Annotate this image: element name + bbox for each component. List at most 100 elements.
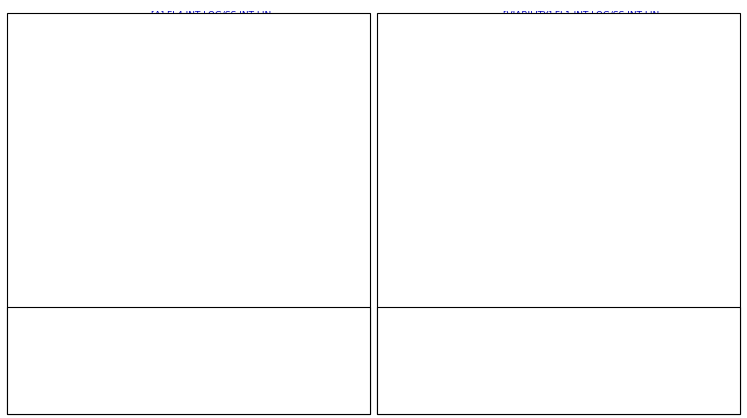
Point bbox=[169, 259, 181, 265]
Point bbox=[495, 263, 507, 270]
Point bbox=[134, 263, 146, 270]
Point bbox=[473, 256, 485, 263]
Point bbox=[494, 220, 506, 227]
Point bbox=[142, 219, 154, 225]
Point bbox=[173, 272, 185, 279]
Point bbox=[117, 265, 128, 272]
Point bbox=[84, 234, 96, 240]
Point bbox=[120, 247, 131, 253]
Point bbox=[503, 224, 515, 230]
Point bbox=[140, 260, 152, 267]
Point bbox=[466, 270, 478, 277]
Point bbox=[86, 194, 98, 200]
Point bbox=[471, 271, 483, 278]
Point bbox=[144, 266, 156, 273]
Point bbox=[480, 170, 492, 176]
Point bbox=[119, 257, 131, 263]
Point bbox=[142, 257, 154, 264]
Point bbox=[146, 263, 158, 270]
Point bbox=[506, 221, 518, 227]
Point bbox=[453, 252, 465, 259]
Point bbox=[481, 228, 493, 235]
Point bbox=[121, 266, 133, 273]
Point bbox=[502, 252, 514, 259]
Point bbox=[475, 259, 487, 265]
Point bbox=[113, 256, 125, 263]
Point bbox=[127, 194, 139, 201]
Point bbox=[115, 266, 127, 273]
Point bbox=[503, 263, 515, 270]
Point bbox=[172, 232, 184, 239]
Point bbox=[457, 271, 469, 278]
Point bbox=[476, 269, 488, 275]
Point bbox=[135, 260, 147, 266]
Point bbox=[485, 266, 497, 273]
Point bbox=[129, 221, 141, 227]
Point bbox=[515, 264, 527, 271]
Point bbox=[131, 110, 143, 117]
Point bbox=[456, 250, 468, 257]
Point bbox=[115, 238, 127, 245]
Point bbox=[140, 259, 152, 265]
Point bbox=[451, 56, 463, 63]
Point bbox=[74, 273, 86, 279]
Point bbox=[517, 269, 529, 275]
Point bbox=[487, 248, 499, 255]
Point bbox=[116, 252, 128, 259]
Point bbox=[128, 237, 140, 244]
Point bbox=[123, 247, 134, 254]
Point bbox=[119, 269, 131, 276]
Point bbox=[545, 256, 557, 263]
Point bbox=[507, 203, 519, 210]
Point bbox=[500, 244, 512, 250]
Point bbox=[468, 263, 480, 270]
Point bbox=[503, 257, 515, 264]
Point bbox=[156, 268, 168, 274]
Point bbox=[131, 263, 143, 270]
Point bbox=[607, 223, 619, 229]
Point bbox=[520, 270, 532, 277]
Point bbox=[112, 252, 124, 259]
Point bbox=[151, 271, 163, 278]
Point bbox=[504, 269, 516, 275]
Point bbox=[130, 271, 142, 278]
Point bbox=[93, 259, 105, 265]
Point bbox=[116, 265, 128, 272]
Point bbox=[143, 229, 155, 235]
Point bbox=[114, 271, 126, 278]
Point bbox=[140, 263, 152, 270]
Point bbox=[173, 271, 185, 278]
Point bbox=[167, 270, 179, 277]
Point bbox=[86, 269, 98, 276]
Point bbox=[483, 248, 495, 255]
Point bbox=[474, 264, 486, 271]
Point bbox=[143, 271, 155, 278]
Point bbox=[468, 270, 480, 277]
Point bbox=[480, 269, 492, 275]
Text: CD45: CD45 bbox=[589, 39, 612, 48]
Point bbox=[448, 270, 460, 277]
Point bbox=[112, 246, 124, 253]
Point bbox=[524, 263, 536, 270]
Point bbox=[515, 260, 527, 267]
Point bbox=[495, 271, 506, 278]
Point bbox=[115, 171, 127, 178]
Point bbox=[480, 272, 492, 278]
Point bbox=[466, 115, 478, 122]
Point bbox=[495, 271, 507, 278]
Point bbox=[129, 257, 141, 263]
Point bbox=[528, 234, 540, 240]
Point bbox=[162, 259, 174, 266]
Point bbox=[108, 272, 120, 278]
Point bbox=[163, 268, 175, 274]
Point bbox=[107, 269, 119, 276]
Point bbox=[142, 260, 154, 267]
Point bbox=[480, 270, 492, 277]
Point bbox=[117, 265, 129, 272]
Point bbox=[128, 265, 140, 272]
Point bbox=[490, 250, 502, 257]
Point bbox=[513, 242, 525, 249]
Point bbox=[119, 262, 131, 269]
Point bbox=[117, 237, 128, 243]
Point bbox=[481, 260, 493, 266]
